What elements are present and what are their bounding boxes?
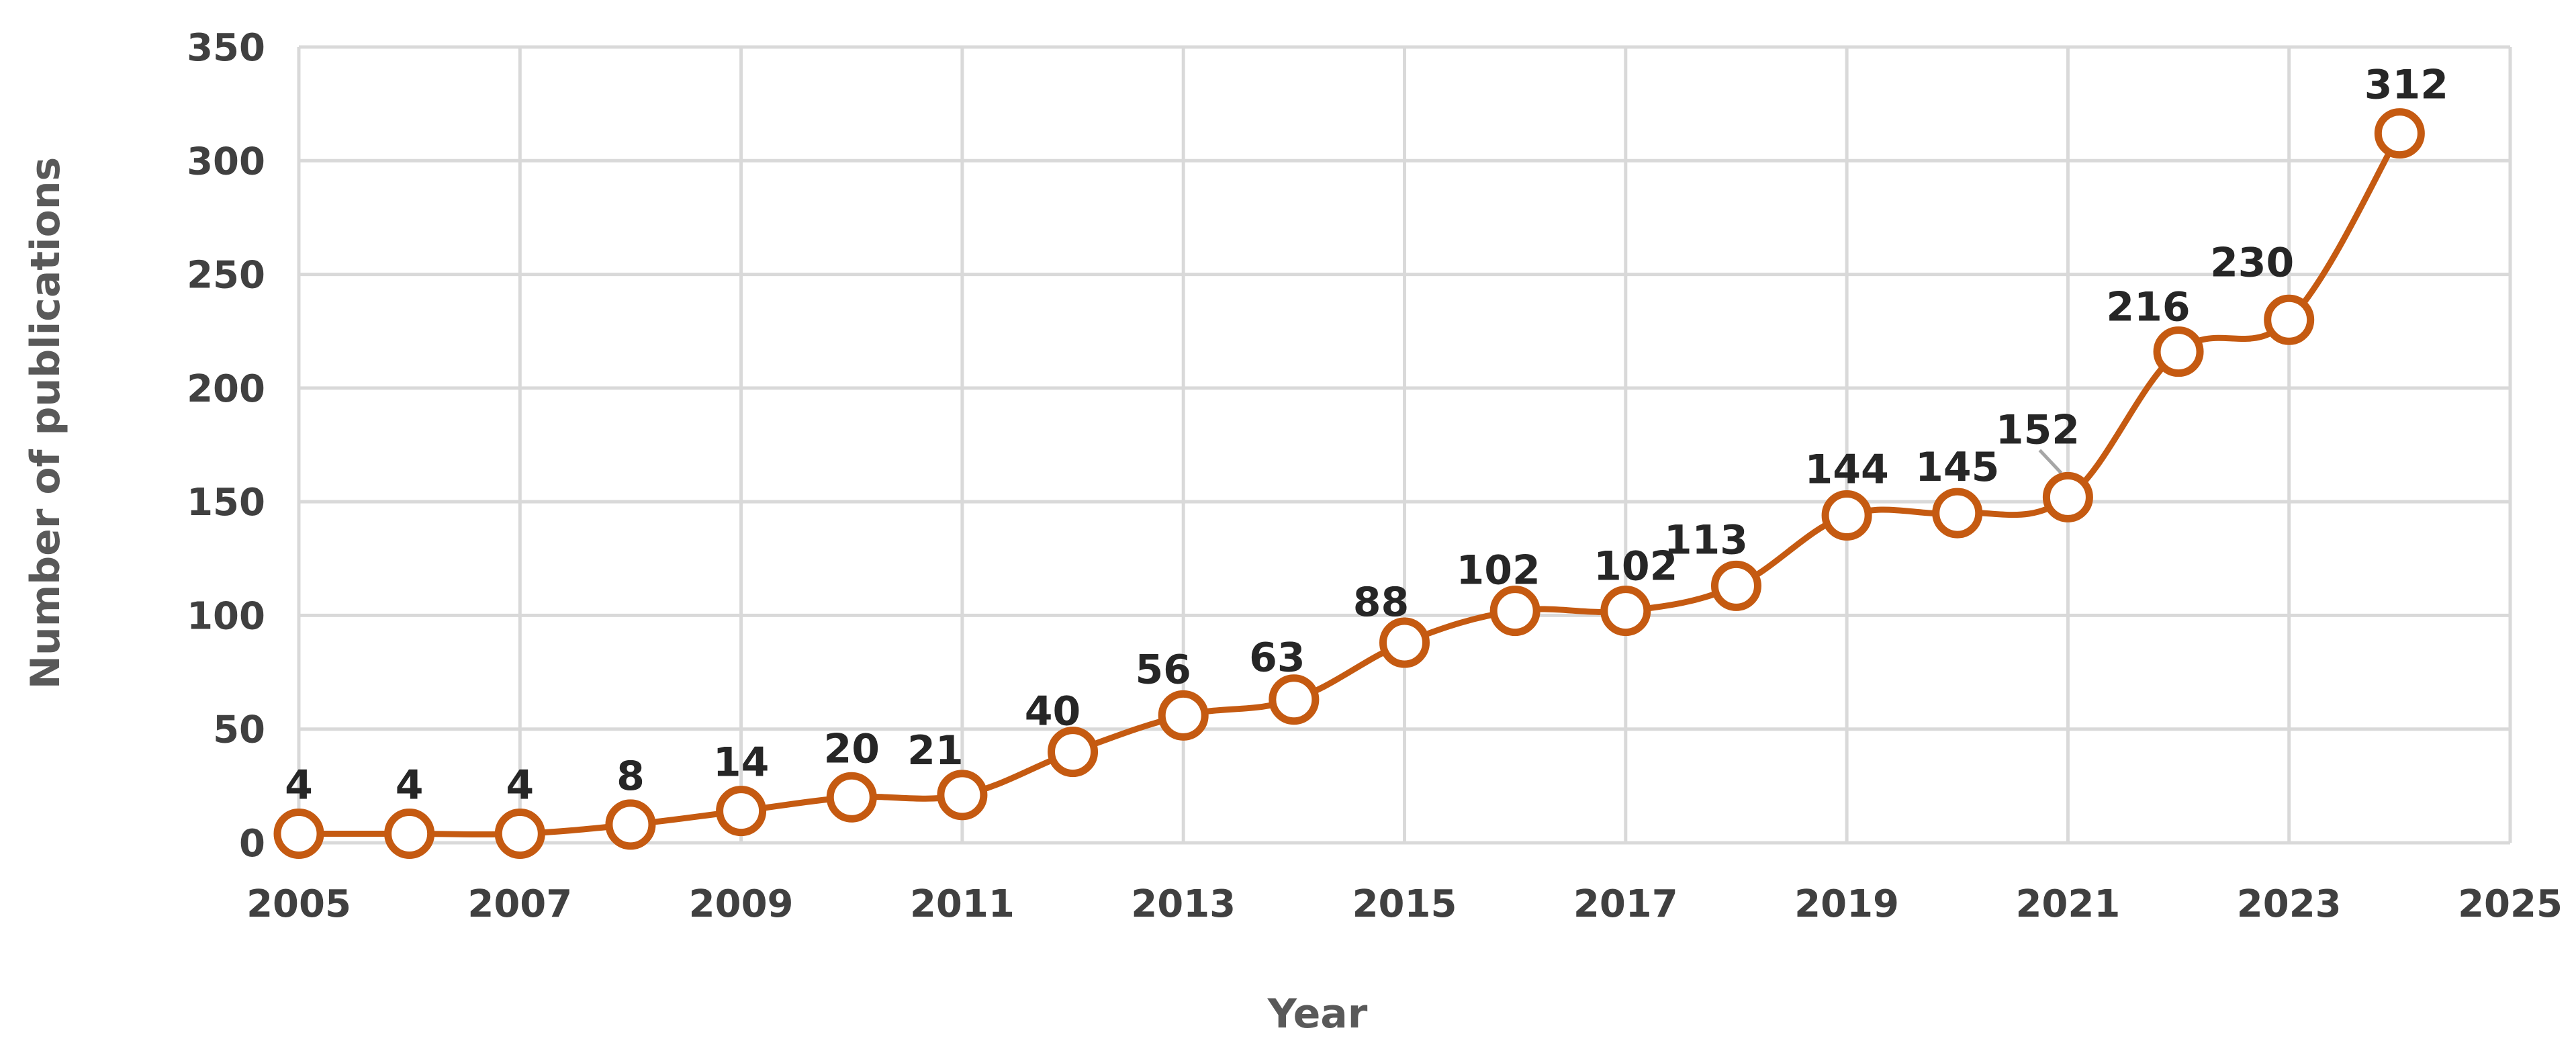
x-axis-title: Year <box>1267 991 1368 1038</box>
x-tick-label: 2023 <box>2237 882 2342 926</box>
data-label: 8 <box>616 753 645 800</box>
data-label: 20 <box>824 725 880 772</box>
data-point <box>2264 294 2315 345</box>
y-tick-label: 200 <box>187 367 265 411</box>
y-tick-label: 350 <box>187 26 265 70</box>
data-point <box>605 799 656 850</box>
data-point <box>1269 674 1320 725</box>
data-point <box>937 770 988 821</box>
data-label-leader-line <box>2038 449 2063 475</box>
x-tick-label: 2015 <box>1352 882 1457 926</box>
x-axis-ticks: 2005 2007 2009 2011 2013 2015 2017 2019 2021 2023… <box>246 882 2563 926</box>
data-point <box>1932 488 1983 539</box>
x-tick-label: 2011 <box>910 882 1015 926</box>
y-tick-label: 50 <box>213 708 265 752</box>
data-label: 230 <box>2210 239 2294 286</box>
data-point <box>1048 727 1099 778</box>
data-label: 4 <box>506 762 534 809</box>
x-tick-label: 2005 <box>246 882 351 926</box>
x-tick-label: 2009 <box>689 882 794 926</box>
data-point <box>826 772 877 823</box>
x-tick-label: 2017 <box>1573 882 1678 926</box>
y-tick-label: 100 <box>187 594 265 638</box>
data-point <box>2042 471 2093 522</box>
data-label: 4 <box>396 762 424 809</box>
x-tick-label: 2021 <box>2015 882 2120 926</box>
data-label: 102 <box>1457 547 1540 594</box>
data-points <box>273 108 2425 859</box>
y-tick-label: 150 <box>187 481 265 524</box>
x-tick-label: 2025 <box>2458 882 2563 926</box>
y-axis-ticks: 0 50 100 150 200 250 300 350 <box>187 26 265 866</box>
data-label: 102 <box>1594 543 1677 590</box>
data-point <box>273 808 324 859</box>
data-label: 56 <box>1135 646 1191 693</box>
data-point <box>2153 326 2204 377</box>
gridlines <box>297 45 2512 845</box>
data-label: 14 <box>713 739 770 786</box>
data-label: 21 <box>907 727 964 774</box>
data-point <box>1158 690 1209 741</box>
data-label: 145 <box>1915 444 1999 491</box>
data-label: 144 <box>1804 446 1888 493</box>
data-label: 216 <box>2106 284 2190 331</box>
data-label: 312 <box>2364 62 2448 109</box>
y-tick-label: 300 <box>187 140 265 183</box>
data-label: 63 <box>1249 635 1305 682</box>
data-label: 113 <box>1664 516 1748 563</box>
data-label: 152 <box>1996 406 2080 453</box>
data-point <box>1489 586 1540 637</box>
data-point <box>494 808 545 859</box>
x-tick-label: 2013 <box>1131 882 1236 926</box>
data-point <box>2374 108 2425 159</box>
data-label: 88 <box>1353 579 1410 626</box>
data-point <box>716 786 767 837</box>
data-label: 4 <box>285 762 313 809</box>
y-tick-label: 0 <box>239 822 265 866</box>
data-point <box>384 808 435 859</box>
data-point <box>1600 586 1651 637</box>
leader-lines <box>2038 449 2063 475</box>
y-tick-label: 250 <box>187 254 265 297</box>
data-point <box>1710 560 1761 611</box>
data-point <box>1821 490 1872 541</box>
data-point <box>1379 617 1430 668</box>
x-tick-label: 2007 <box>467 882 572 926</box>
data-label: 40 <box>1025 688 1081 735</box>
y-axis-title: Number of publications <box>22 157 69 689</box>
x-tick-label: 2019 <box>1794 882 1899 926</box>
